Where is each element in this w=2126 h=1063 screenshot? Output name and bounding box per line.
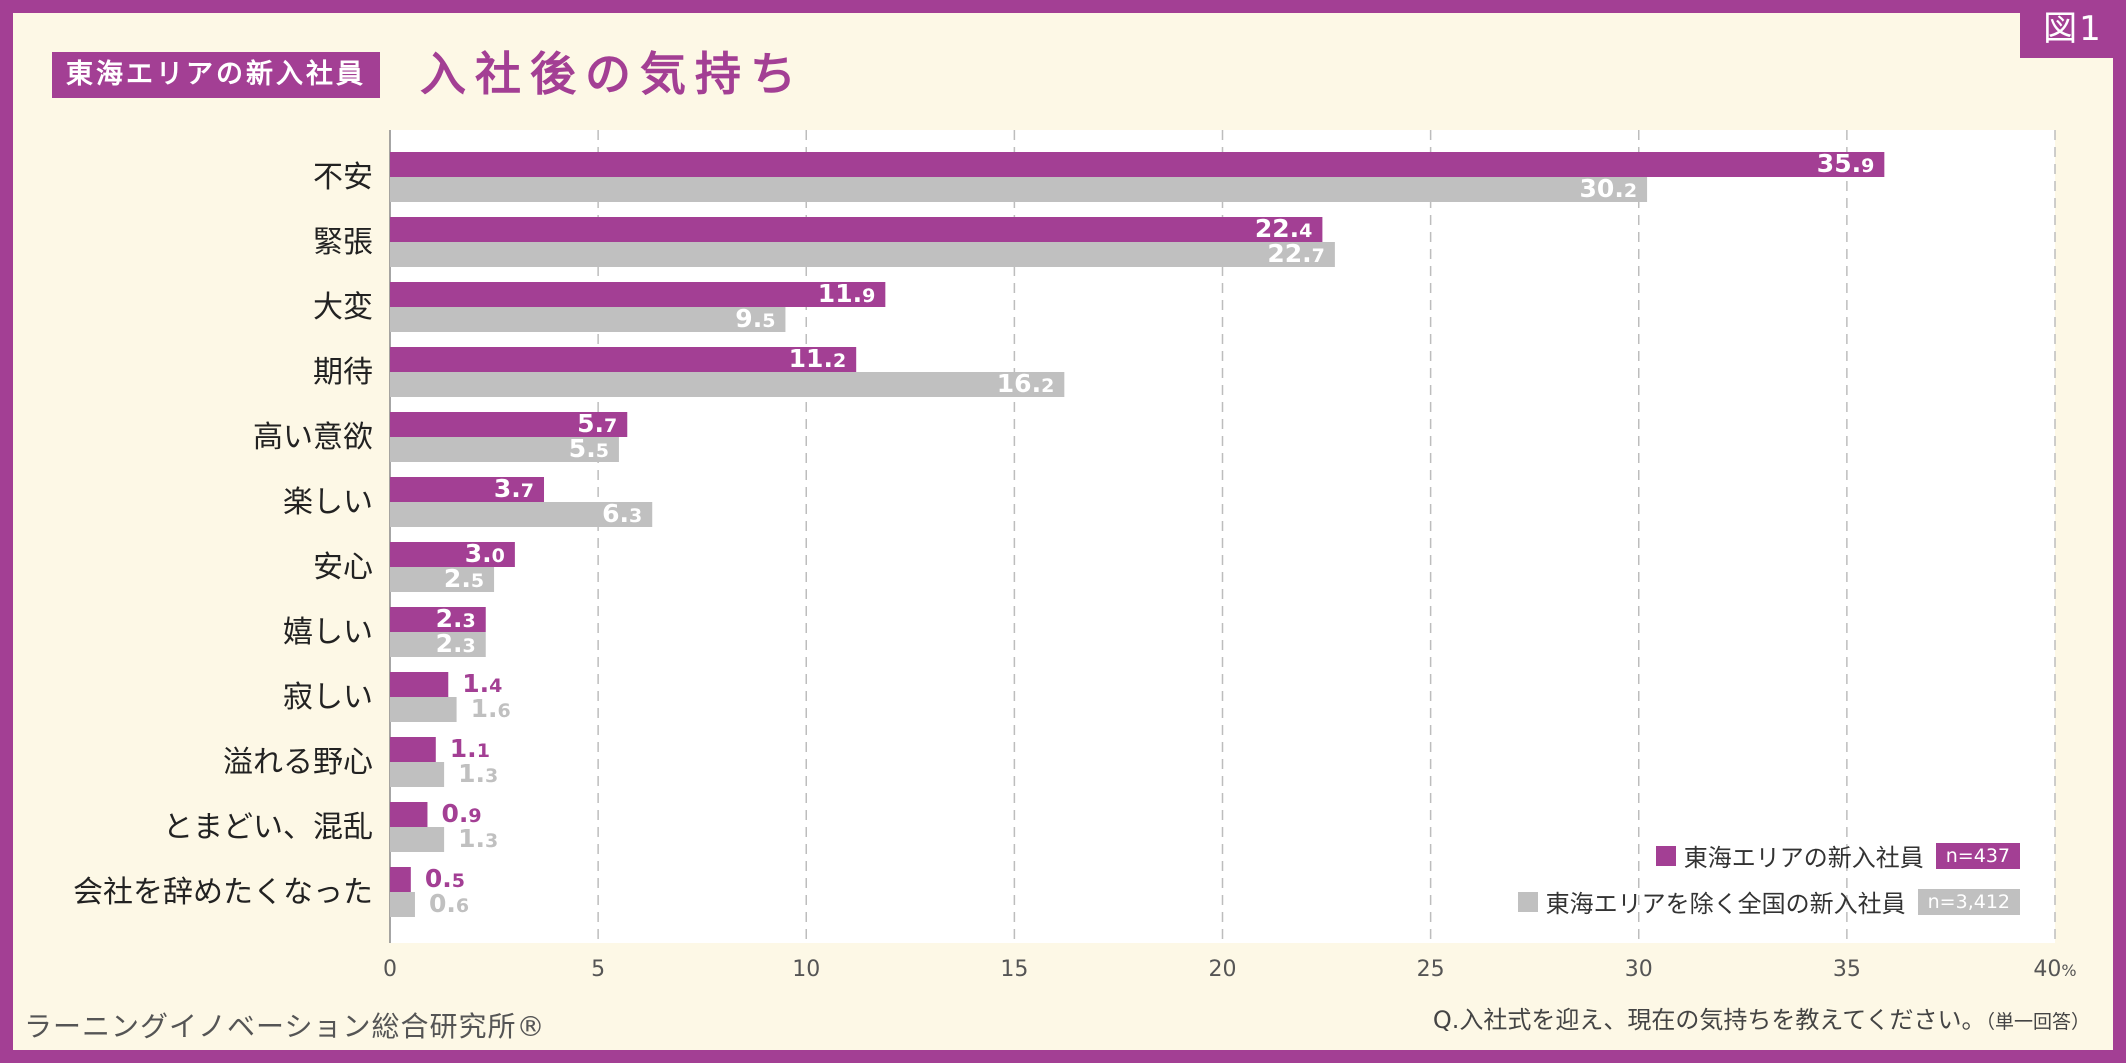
legend-item-national: 東海エリアを除く全国の新入社員 n=3,412	[1517, 884, 2020, 919]
question-text: Q.入社式を迎え、現在の気持ちを教えてください。	[1432, 1006, 1986, 1034]
data-label: 2.5	[444, 564, 484, 593]
bar-national	[390, 307, 786, 332]
category-label: 緊張	[313, 225, 373, 260]
question-note: （単一回答）	[1985, 1011, 2090, 1033]
legend: 東海エリアの新入社員 n=437 東海エリアを除く全国の新入社員 n=3,412	[1420, 838, 2020, 918]
data-label: 1.4	[462, 669, 502, 698]
data-label: 11.9	[818, 279, 876, 308]
legend-swatch-national	[1517, 891, 1538, 912]
bar-national	[390, 892, 415, 917]
category-label: 高い意欲	[253, 420, 373, 455]
data-label: 0.6	[429, 889, 469, 918]
data-label: 2.3	[436, 604, 476, 633]
data-label: 1.3	[458, 759, 498, 788]
source-label: ラーニングイノベーション総合研究所®	[24, 1010, 546, 1043]
bar-national	[390, 437, 619, 462]
bar-national	[390, 242, 1335, 267]
data-label: 35.9	[1817, 149, 1875, 178]
category-label: 嬉しい	[283, 615, 373, 650]
figure-tag: 図1	[2020, 0, 2126, 58]
data-label: 1.3	[458, 824, 498, 853]
data-label: 9.5	[735, 304, 775, 333]
data-label: 30.2	[1580, 174, 1638, 203]
bar-national	[390, 567, 495, 592]
category-label: 会社を辞めたくなった	[73, 875, 373, 910]
category-label: とまどい、混乱	[163, 810, 373, 845]
category-label: 大変	[313, 290, 373, 325]
bar-tokai	[390, 347, 857, 372]
bar-tokai	[390, 737, 436, 762]
category-label: 安心	[313, 550, 373, 585]
data-label: 0.9	[441, 799, 481, 828]
data-label: 3.7	[494, 474, 534, 503]
data-label: 5.7	[577, 409, 617, 438]
bar-national	[390, 632, 486, 657]
bar-tokai	[390, 412, 628, 437]
x-tick-label: 25	[1417, 957, 1445, 982]
x-tick-label: 0	[383, 957, 397, 982]
category-label: 期待	[313, 355, 373, 390]
bar-national	[390, 502, 653, 527]
data-label: 2.3	[436, 629, 476, 658]
data-label: 11.2	[789, 344, 847, 373]
legend-swatch-tokai	[1655, 845, 1676, 866]
bar-tokai	[390, 217, 1323, 242]
x-unit-label: %	[2061, 961, 2076, 980]
category-label: 楽しい	[283, 485, 373, 520]
bar-tokai	[390, 802, 428, 827]
bar-national	[390, 177, 1648, 202]
x-tick-label: 10	[792, 957, 820, 982]
bar-tokai	[390, 477, 545, 502]
bar-tokai	[390, 672, 449, 697]
legend-label-national: 東海エリアを除く全国の新入社員	[1545, 890, 1906, 918]
x-tick-label: 35	[1833, 957, 1861, 982]
bar-tokai	[390, 152, 1885, 177]
survey-question: Q.入社式を迎え、現在の気持ちを教えてください。（単一回答）	[1433, 1000, 2090, 1035]
category-label: 溢れる野心	[223, 745, 373, 780]
legend-label-tokai: 東海エリアの新入社員	[1683, 844, 1924, 872]
bar-national	[390, 697, 457, 722]
x-tick-label: 15	[1000, 957, 1028, 982]
bar-tokai	[390, 867, 411, 892]
x-tick-label: 5	[591, 957, 605, 982]
bar-tokai	[390, 607, 486, 632]
x-tick-label: 20	[1209, 957, 1237, 982]
legend-item-tokai: 東海エリアの新入社員 n=437	[1655, 838, 2020, 873]
data-label: 22.7	[1267, 239, 1325, 268]
data-label: 1.1	[450, 734, 490, 763]
x-tick-label: 30	[1625, 957, 1653, 982]
bar-national	[390, 762, 445, 787]
data-label: 22.4	[1255, 214, 1313, 243]
x-tick-label: 40%	[2033, 957, 2076, 982]
data-label: 6.3	[602, 499, 642, 528]
data-label: 5.5	[569, 434, 609, 463]
header-label: 東海エリアの新入社員	[52, 52, 380, 98]
legend-n-national: n=3,412	[1917, 888, 2020, 915]
category-label: 寂しい	[283, 680, 373, 715]
bar-tokai	[390, 282, 886, 307]
data-label: 1.6	[471, 694, 511, 723]
legend-n-tokai: n=437	[1935, 842, 2020, 869]
chart-title: 入社後の気持ち	[420, 47, 805, 101]
category-label: 不安	[313, 160, 373, 195]
data-label: 3.0	[465, 539, 505, 568]
data-label: 16.2	[997, 369, 1055, 398]
bar-national	[390, 372, 1065, 397]
bar-tokai	[390, 542, 515, 567]
data-label: 0.5	[425, 864, 465, 893]
bar-national	[390, 827, 445, 852]
